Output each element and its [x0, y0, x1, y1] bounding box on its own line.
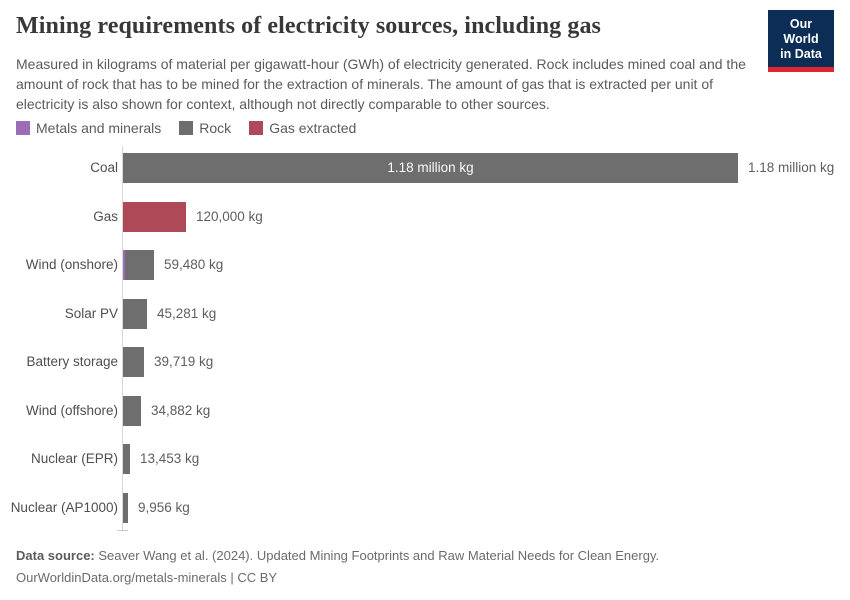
bar-value-label: 120,000 kg: [196, 208, 263, 224]
category-label-wind-onshore-: Wind (onshore): [25, 257, 118, 272]
category-label-nuclear-ap1000-: Nuclear (AP1000): [10, 499, 118, 515]
owid-logo-line2: in Data: [780, 47, 822, 61]
chart-row-nuclear-ap1000-: Nuclear (AP1000) 9,956 kg: [0, 492, 850, 523]
legend-label: Metals and minerals: [36, 120, 162, 136]
y-axis-line: [122, 146, 123, 531]
bar-value-label: 34,882 kg: [151, 402, 211, 418]
chart-row-battery-storage: Battery storage 39,719 kg: [0, 347, 850, 377]
data-source-line: Data source: Seaver Wang et al. (2024). …: [16, 545, 816, 567]
chart-subtitle: Measured in kilograms of material per gi…: [16, 56, 746, 112]
data-source-text: Seaver Wang et al. (2024). Updated Minin…: [94, 548, 660, 563]
chart-row-gas: Gas 120,000 kg: [0, 201, 850, 232]
legend-label: Rock: [199, 120, 232, 136]
bar-value-label: 1.18 million kg: [748, 160, 835, 175]
bar-chart: Coal 1.18 million kg 1.18 million kg Gas 120…: [0, 144, 850, 536]
legend-label: Gas extracted: [269, 120, 357, 136]
category-label-solar-pv: Solar PV: [64, 305, 118, 321]
owid-logo-line1: Our World: [783, 17, 819, 46]
bar-coal[interactable]: [123, 153, 738, 183]
legend-item-rock[interactable]: Rock: [179, 120, 231, 136]
bar-segment-metals: [123, 250, 125, 280]
category-label-gas: Gas: [93, 208, 118, 224]
chart-row-wind-onshore-: Wind (onshore) 59,480 kg: [0, 250, 850, 280]
legend-swatch-icon: [249, 121, 264, 135]
bar-wind-onshore-[interactable]: [123, 250, 154, 280]
category-label-coal: Coal: [90, 160, 118, 175]
bar-inside-value-label: 1.18 million kg: [387, 160, 474, 175]
bar-value-label: 59,480 kg: [164, 257, 224, 272]
legend-item-metals-and-minerals[interactable]: Metals and minerals: [16, 120, 161, 136]
bar-wind-offshore-[interactable]: [123, 395, 141, 426]
axis-end-tick: [117, 530, 128, 531]
chart-row-coal: Coal 1.18 million kg 1.18 million kg: [0, 153, 850, 183]
bar-value-label: 9,956 kg: [138, 499, 190, 515]
bar-segment-rock: [125, 250, 154, 280]
license-line: OurWorldinData.org/metals-minerals | CC …: [16, 570, 278, 585]
bar-nuclear-ap1000-[interactable]: [123, 492, 128, 523]
legend-item-gas-extracted[interactable]: Gas extracted: [249, 120, 356, 136]
bar-value-label: 45,281 kg: [157, 305, 217, 321]
chart-row-wind-offshore-: Wind (offshore) 34,882 kg: [0, 395, 850, 426]
category-label-battery-storage: Battery storage: [26, 354, 118, 369]
chart-footer: Data source: Seaver Wang et al. (2024). …: [16, 545, 816, 589]
bar-battery-storage[interactable]: [123, 347, 144, 377]
legend: Metals and minerals Rock Gas extracted: [16, 120, 356, 136]
category-label-nuclear-epr-: Nuclear (EPR): [30, 451, 118, 466]
chart-row-nuclear-epr-: Nuclear (EPR) 13,453 kg: [0, 444, 850, 474]
owid-logo[interactable]: Our World in Data: [768, 10, 834, 72]
chart-row-solar-pv: Solar PV 45,281 kg: [0, 298, 850, 329]
data-source-label: Data source:: [16, 548, 95, 563]
bar-value-label: 13,453 kg: [140, 451, 200, 466]
bar-value-label: 39,719 kg: [154, 354, 214, 369]
bar-nuclear-epr-[interactable]: [123, 444, 130, 474]
legend-swatch-icon: [179, 121, 194, 135]
legend-swatch-icon: [16, 121, 30, 135]
category-label-wind-offshore-: Wind (offshore): [25, 402, 118, 418]
chart-title: Mining requirements of electricity sourc…: [16, 13, 601, 39]
bar-gas[interactable]: [123, 201, 186, 232]
bar-solar-pv[interactable]: [123, 298, 147, 329]
